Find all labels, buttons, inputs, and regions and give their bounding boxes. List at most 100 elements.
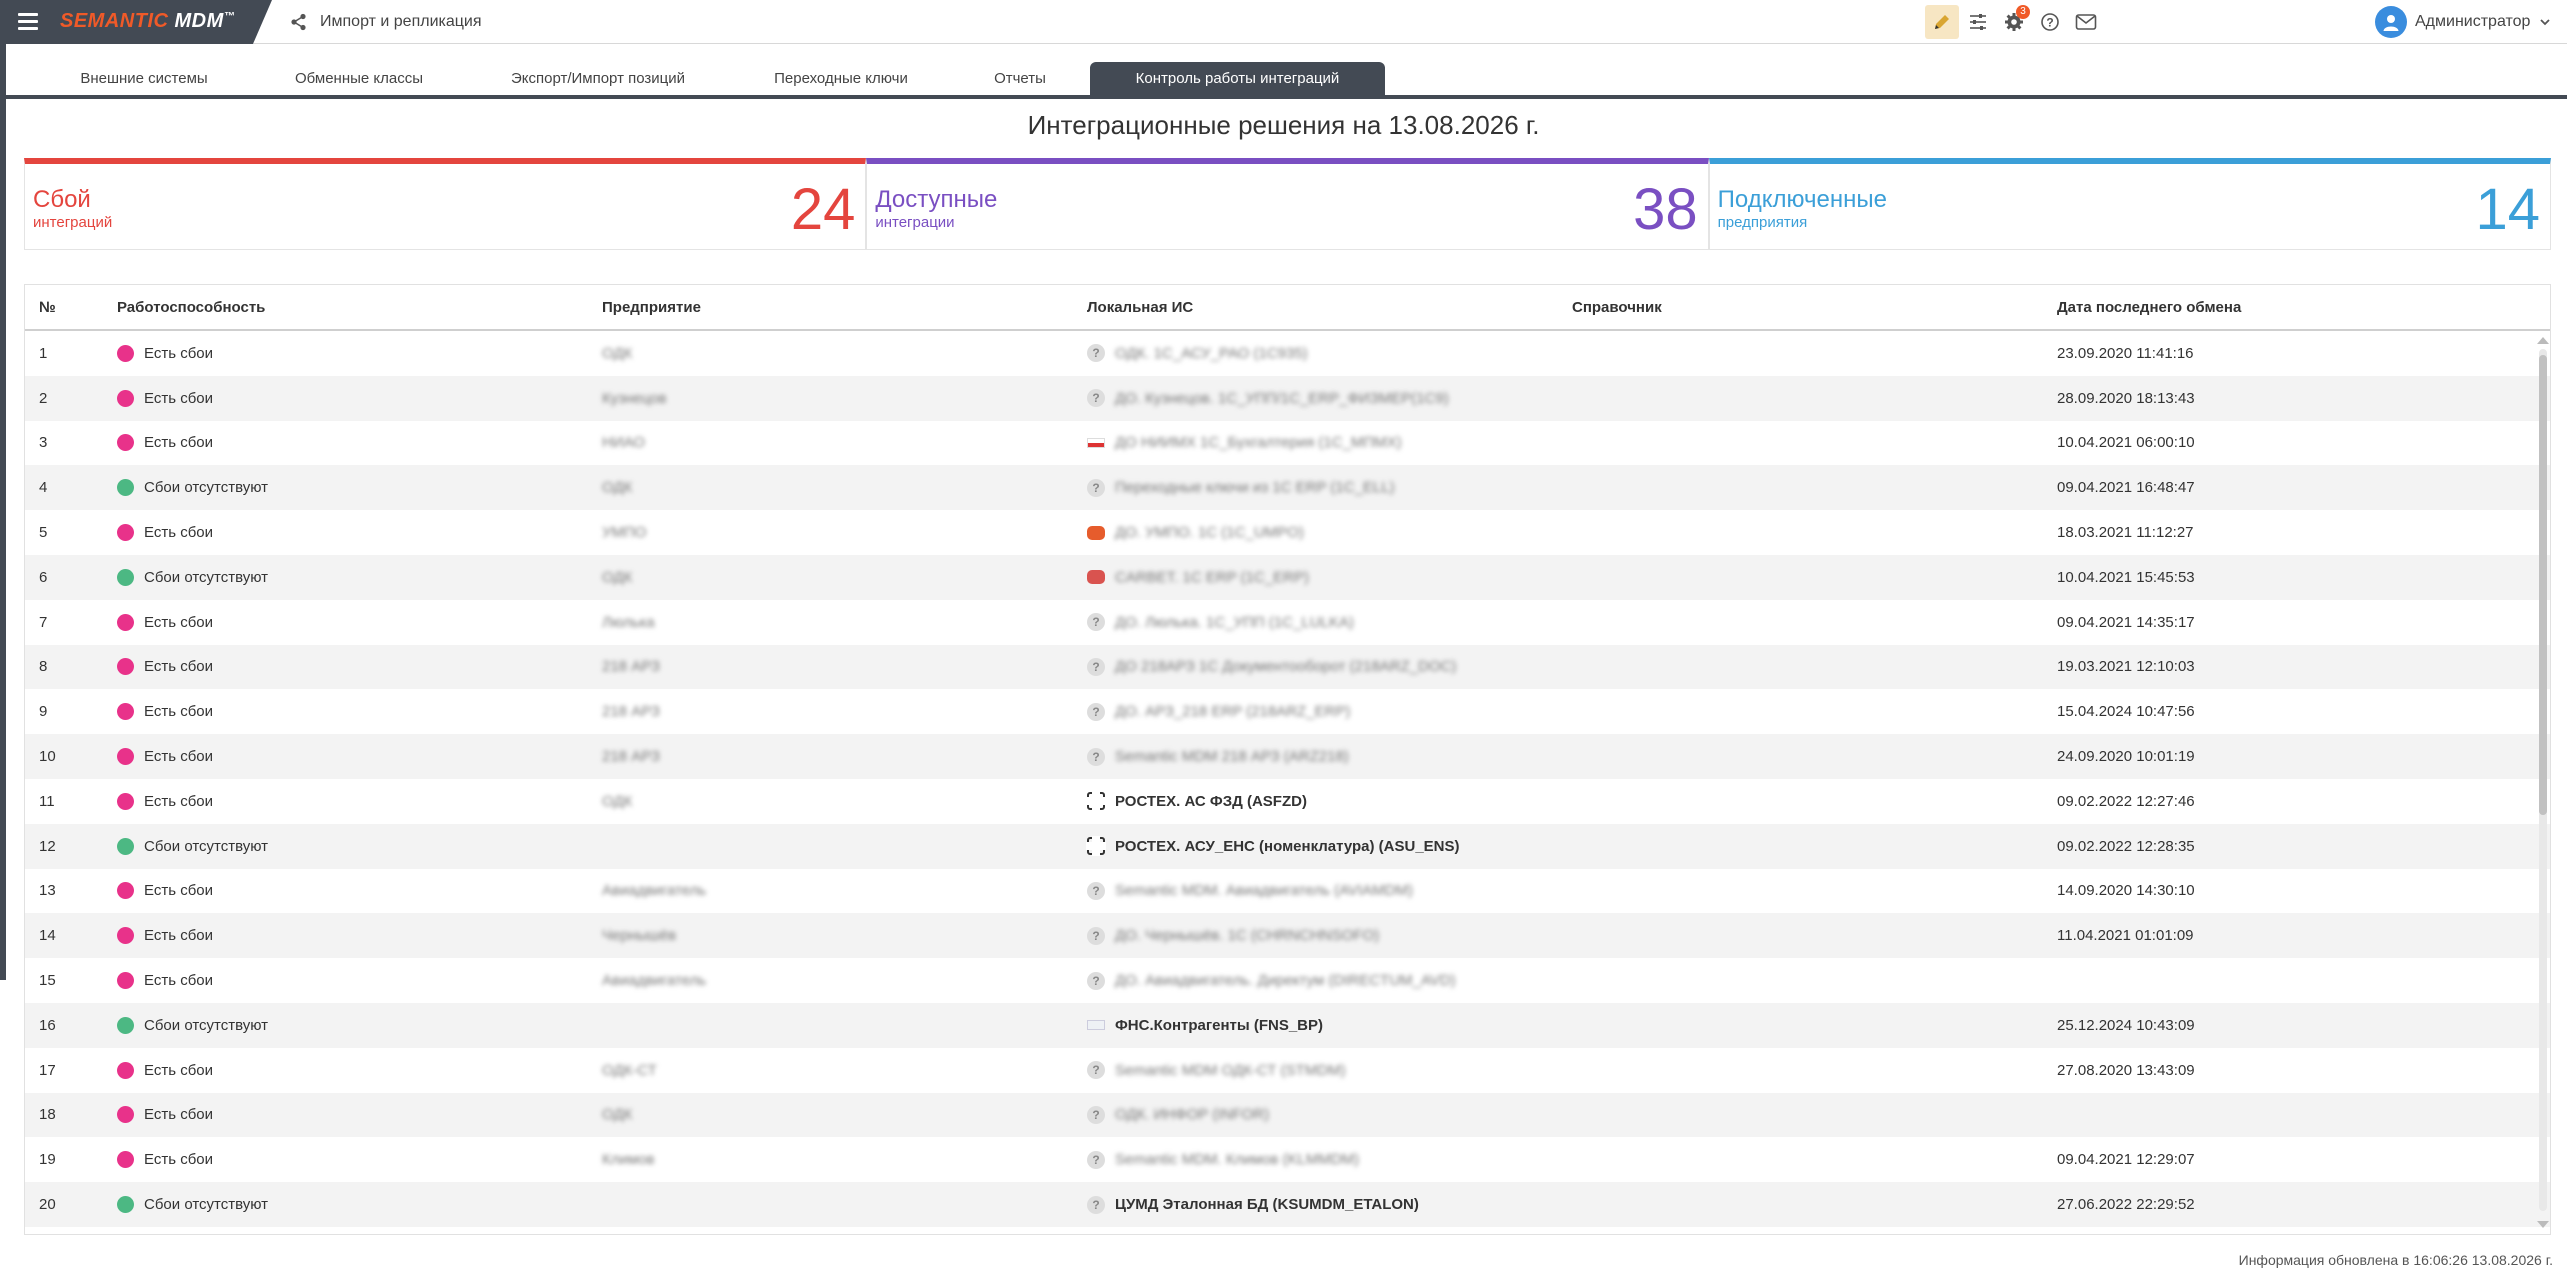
local-system-cell[interactable]: ? ДО. Кузнецов. 1С_УПП/1С_ERP_ФИЗМЕР(1С9): [1087, 376, 1449, 421]
row-number: 7: [39, 613, 48, 631]
tab-reports[interactable]: Отчеты: [994, 70, 1046, 87]
local-system-cell[interactable]: ? Semantic MDM 218 АРЗ (ARZ218): [1087, 734, 1349, 779]
summary-cards: Сбой интеграций 24 Доступные интеграции …: [24, 158, 2551, 250]
table-row[interactable]: 15 Есть сбои Авиадвигатель? ДО. Авиадвигате…: [25, 958, 2550, 1003]
pencil-icon[interactable]: [1925, 5, 1959, 39]
enterprise-cell: ОДК: [602, 792, 633, 810]
system-name: Semantic MDM 218 АРЗ (ARZ218): [1115, 748, 1349, 766]
table-row[interactable]: 8 Есть сбои 218 АРЗ? ДО 218АРЗ 1С Документо…: [25, 644, 2550, 690]
hamburger-icon[interactable]: [18, 13, 38, 31]
table-row[interactable]: 3 Есть сбои НИАО ДО НИИМХ 1С_Бухгалтерия (1…: [25, 421, 2550, 466]
tab-external-systems[interactable]: Внешние системы: [80, 70, 208, 87]
status-text: Есть сбои: [144, 1151, 214, 1169]
local-system-cell[interactable]: ? Semantic MDM ОДК-СТ (STMDM): [1087, 1048, 1346, 1093]
breadcrumb[interactable]: Импорт и репликация: [290, 0, 482, 44]
table-scrollbar[interactable]: [2536, 335, 2549, 1230]
status-dot-icon: [117, 1016, 134, 1034]
unknown-system-icon: ?: [1087, 702, 1105, 721]
table-row[interactable]: 7 Есть сбои Люлька? ДО. Люлька. 1С_УПП (1С_…: [25, 600, 2550, 645]
row-number: 5: [39, 524, 48, 542]
table-row[interactable]: 18 Есть сбои ОДК? ОДК. ИНФОР (INFOR): [25, 1092, 2550, 1138]
col-number[interactable]: №: [39, 299, 56, 316]
sliders-icon[interactable]: [1961, 5, 1995, 39]
system-name: Semantic MDM. Климов (KLMMDM): [1115, 1151, 1360, 1169]
col-last-exchange[interactable]: Дата последнего обмена: [2057, 299, 2242, 316]
status-text: Есть сбои: [144, 972, 214, 990]
card-failures[interactable]: Сбой интеграций 24: [24, 158, 867, 250]
local-system-cell[interactable]: ? Semantic MDM. Авиадвигатель (AVIAMDM): [1087, 869, 1413, 914]
last-exchange-date: 10.04.2021 15:45:53: [2057, 568, 2195, 586]
local-system-cell[interactable]: РОСТЕХ. АС ФЗД (ASFZD): [1086, 779, 1307, 824]
card-connected[interactable]: Подключенные предприятия 14: [1708, 158, 2551, 250]
local-system-cell[interactable]: ? ДО. Люлька. 1С_УПП (1С_LULKA): [1087, 600, 1354, 645]
col-directory[interactable]: Справочник: [1572, 299, 1662, 316]
last-exchange-date: 28.09.2020 18:13:43: [2057, 389, 2195, 407]
local-system-cell[interactable]: ? ДО. Авиадвигатель. Директум (DIRECTUM_A…: [1087, 958, 1456, 1003]
col-enterprise[interactable]: Предприятие: [602, 299, 701, 316]
logo[interactable]: SEMANTIC MDM™: [60, 10, 235, 33]
system-name: ДО. АРЗ_218 ERP (218ARZ_ERP): [1115, 703, 1351, 721]
breadcrumb-label: Импорт и репликация: [320, 13, 482, 30]
system-name: РОСТЕХ. АСУ_ЕНС (номенклатура) (ASU_ENS): [1115, 837, 1460, 855]
table-row[interactable]: 2 Есть сбои Кузнецов? ДО. Кузнецов. 1С_УПП/…: [25, 375, 2550, 421]
table-row[interactable]: 13 Есть сбои Авиадвигатель? Semantic MDM. А…: [25, 869, 2550, 914]
col-local-system[interactable]: Локальная ИС: [1087, 299, 1194, 316]
status-cell: Сбои отсутствуют: [117, 824, 268, 869]
local-system-cell[interactable]: ? ДО. АРЗ_218 ERP (218ARZ_ERP): [1087, 689, 1350, 734]
user-menu[interactable]: Администратор: [2375, 0, 2552, 44]
gear-icon[interactable]: 3: [1997, 5, 2031, 39]
tab-integration-control[interactable]: Контроль работы интеграций: [1090, 62, 1385, 95]
local-system-cell[interactable]: ДО. УМПО. 1С (1С_UMPO): [1087, 510, 1304, 555]
table-row[interactable]: 1 Есть сбои ОДК? ОДК. 1С_АСУ_РАО (1С935) 23.…: [25, 331, 2550, 376]
local-system-cell[interactable]: ? ОДК. ИНФОР (INFOR): [1087, 1093, 1269, 1138]
status-dot-icon: [117, 568, 134, 586]
system-name: Semantic MDM. Авиадвигатель (AVIAMDM): [1115, 882, 1413, 900]
table-row[interactable]: 4 Сбои отсутствуют ОДК? Переходные ключи из…: [25, 465, 2550, 511]
local-system-cell[interactable]: ? ДО 218АРЗ 1С Документооборот (218ARZ_DO…: [1087, 645, 1456, 690]
local-system-cell[interactable]: CARBET. 1С ERP (1С_ERP): [1087, 555, 1309, 600]
status-dot-icon: [117, 1151, 134, 1169]
table-row[interactable]: 10 Есть сбои 218 АРЗ? Semantic MDM 218 АРЗ …: [25, 734, 2550, 779]
table-row[interactable]: 11 Есть сбои ОДК РОСТЕХ. АС ФЗД (ASFZD) 09.0…: [25, 779, 2550, 824]
last-exchange-date: 19.03.2021 12:10:03: [2057, 658, 2195, 676]
tab-export-import[interactable]: Экспорт/Импорт позиций: [510, 70, 686, 87]
table-row[interactable]: 12 Сбои отсутствуют РОСТЕХ. АСУ_ЕНС (номен…: [25, 823, 2550, 869]
table-row[interactable]: 17 Есть сбои ОДК-СТ? Semantic MDM ОДК-СТ (S…: [25, 1048, 2550, 1093]
col-status[interactable]: Работоспособность: [117, 299, 266, 316]
table-row[interactable]: 14 Есть сбои Чернышёв? ДО. Чернышёв. 1С (CH…: [25, 913, 2550, 959]
status-dot-icon: [117, 1196, 134, 1214]
local-system-cell[interactable]: ? ОДК. 1С_АСУ_РАО (1С935): [1087, 331, 1308, 376]
table-row[interactable]: 6 Сбои отсутствуют ОДК CARBET. 1С ERP (1С_E…: [25, 554, 2550, 600]
local-system-cell[interactable]: ? Переходные ключи из 1С ERP (1С_ЕLL): [1087, 465, 1395, 510]
tab-exchange-classes[interactable]: Обменные классы: [294, 70, 424, 87]
status-dot-icon: [117, 882, 134, 900]
card-available[interactable]: Доступные интеграции 38: [866, 158, 1709, 250]
rostec-logo-icon: [1086, 836, 1106, 857]
local-system-cell[interactable]: РОСТЕХ. АСУ_ЕНС (номенклатура) (ASU_ENS): [1086, 824, 1460, 869]
unknown-system-icon: ?: [1087, 1105, 1105, 1124]
status-dot-icon: [117, 927, 134, 945]
status-cell: Есть сбои: [117, 779, 213, 824]
row-number: 2: [39, 389, 48, 407]
local-system-cell[interactable]: ? ДО. Чернышёв. 1С (CHRNCHNSOFO): [1087, 913, 1379, 958]
scroll-down-icon[interactable]: [2537, 1221, 2549, 1228]
tab-transition-keys[interactable]: Переходные ключи: [774, 70, 908, 87]
help-icon[interactable]: ?: [2033, 5, 2067, 39]
local-system-cell[interactable]: ФНС.Контрагенты (FNS_BP): [1087, 1003, 1323, 1048]
table-row[interactable]: 9 Есть сбои 218 АРЗ? ДО. АРЗ_218 ERP (218AR…: [25, 689, 2550, 734]
local-system-cell[interactable]: ДО НИИМХ 1С_Бухгалтерия (1С_МПМХ): [1087, 421, 1402, 466]
system-name: ДО НИИМХ 1С_Бухгалтерия (1С_МПМХ): [1115, 434, 1402, 452]
scroll-thumb[interactable]: [2539, 355, 2547, 815]
local-system-cell[interactable]: ? ЦУМД Эталонная БД (KSUMDM_ETALON): [1087, 1182, 1419, 1227]
table-row[interactable]: 5 Есть сбои УМПО ДО. УМПО. 1С (1С_UMPO) 18.0…: [25, 510, 2550, 555]
scroll-up-icon[interactable]: [2537, 337, 2549, 344]
table-row[interactable]: 16 Сбои отсутствуют ФНС.Контрагенты (FNS_B…: [25, 1002, 2550, 1048]
table-row[interactable]: 19 Есть сбои Климов? Semantic MDM. Климов (…: [25, 1137, 2550, 1182]
status-cell: Есть сбои: [117, 376, 213, 421]
table-row[interactable]: 20 Сбои отсутствуют? ЦУМД Эталонная БД (KS…: [25, 1182, 2550, 1227]
local-system-cell[interactable]: ? Semantic MDM. Климов (KLMMDM): [1087, 1137, 1359, 1182]
row-number: 14: [39, 927, 56, 945]
mail-icon[interactable]: [2069, 5, 2103, 39]
system-name: ДО. УМПО. 1С (1С_UMPO): [1115, 524, 1304, 542]
system-logo-icon: [1087, 525, 1105, 540]
